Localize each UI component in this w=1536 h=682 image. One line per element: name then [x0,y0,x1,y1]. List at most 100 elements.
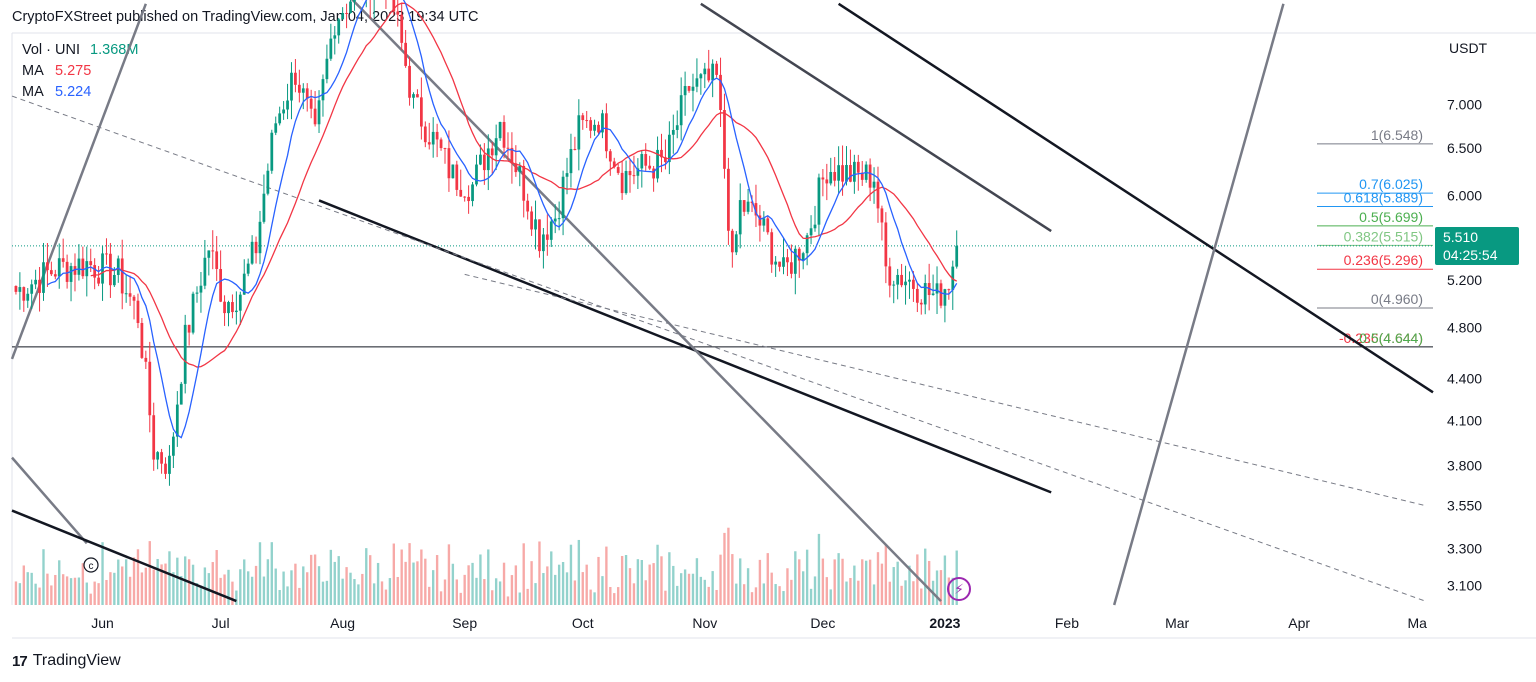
candle-body [664,157,667,163]
volume-bar [750,592,754,605]
volume-bar [644,580,647,605]
ma-blue-line [47,0,958,439]
candle-body [305,88,309,99]
candle-body [152,415,156,460]
volume-bar [404,561,407,605]
volume-bar [703,579,706,605]
candle-body [727,168,730,231]
y-tick-label: 3.550 [1447,498,1482,514]
volume-bar [880,563,884,605]
lightning-icon[interactable]: ⚡ [947,577,971,601]
fib-level-label: 0.382(5.515) [1344,228,1423,244]
ma1-legend[interactable]: MA 5.275 [22,63,91,79]
volume-bar [912,581,915,605]
volume-bar [69,578,73,605]
volume-bar [144,567,148,605]
candle-body [183,324,187,384]
volume-bar [195,583,199,605]
volume-bar [652,563,655,605]
volume-bar [333,561,336,605]
candle-body [931,293,935,296]
volume-bar [369,555,372,605]
candle-body [416,94,419,98]
candle-body [262,193,266,222]
candle-body [93,265,97,278]
candle-body [479,154,482,165]
volume-bar [624,555,628,605]
candle-body [833,171,837,181]
fib-level-label: 1(6.548) [1371,127,1423,143]
volume-bar [400,549,403,605]
volume-bar [136,549,140,605]
candle-body [801,253,805,261]
candle-body [845,164,848,182]
volume-bar [246,571,250,605]
x-tick-label: Ma [1408,615,1428,631]
volume-bar [73,577,77,605]
candle-body [105,253,108,255]
volume-bar [640,560,643,605]
candle-body [888,266,892,286]
volume-bar [569,544,573,605]
volume-bar [172,572,175,605]
candle-body [518,165,522,173]
candle-body [451,164,455,179]
volume-bar [676,585,679,605]
volume-bar [124,559,128,605]
candle-body [707,68,711,81]
volume-bar [321,581,325,605]
candle-body [14,285,18,292]
volume-bar [412,562,415,605]
volume-bar [691,573,695,605]
candle-body [734,234,738,253]
volume-bar [805,549,809,605]
ma1-legend-value: 5.275 [54,63,92,79]
volume-bar [892,567,895,605]
candle-body [490,148,494,156]
candle-body [593,124,596,131]
ma-red-line [90,2,958,368]
volume-bar [723,532,726,605]
y-tick-label: 4.800 [1447,319,1482,335]
candle-body [797,248,801,261]
candle-body [349,1,352,13]
candle-body [723,110,726,169]
volume-bar [42,549,45,605]
trendline [11,509,237,603]
volume-bar [309,554,313,605]
candle-body [860,172,864,180]
volume-bar [420,549,423,605]
tradingview-brand[interactable]: 17 TradingView [12,652,121,670]
volume-bar [739,558,742,605]
volume-bar [864,560,868,605]
candle-body [301,88,305,93]
volume-bar [156,558,159,605]
volume-bar [628,568,632,605]
y-tick-label: 6.500 [1447,140,1482,156]
candle-body [730,230,734,253]
candle-body [443,148,447,150]
volume-bar [58,560,61,605]
volume-bar [278,590,281,605]
volume-bar [809,588,813,605]
volume-bar [416,561,419,605]
volume-bar [774,584,777,605]
candle-body [286,100,289,110]
candle-body [172,436,175,456]
candle-body [392,0,396,12]
ma2-legend[interactable]: MA 5.224 [22,84,91,100]
volume-bar [34,583,37,605]
candle-body [766,218,770,233]
volume-bar [54,574,57,605]
candle-body [585,120,589,122]
volume-bar [298,587,301,605]
candle-body [124,293,128,295]
volume-bar [853,565,856,605]
candle-body [254,241,258,254]
volume-bar [97,583,100,605]
volume-bar [176,557,179,605]
candle-body [46,262,49,271]
volume-bar [93,581,96,605]
candle-body [396,11,400,15]
